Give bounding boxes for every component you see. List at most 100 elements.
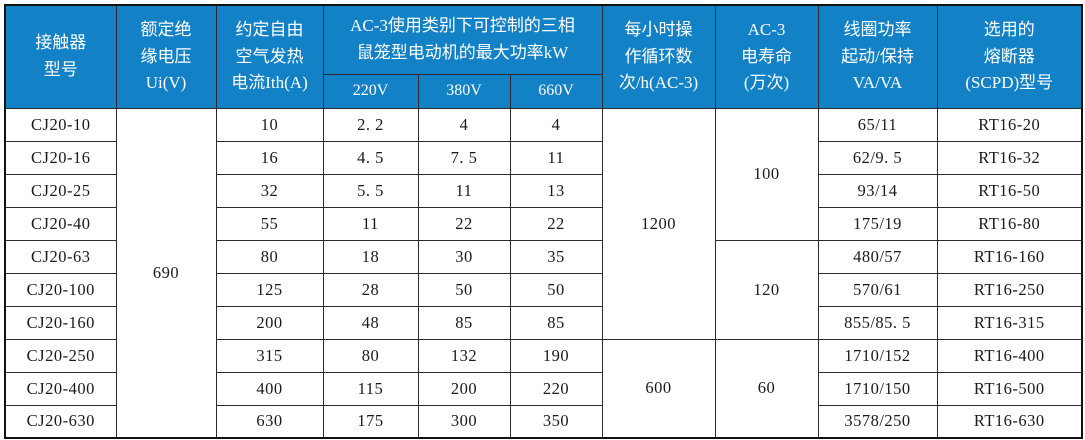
cell-model: CJ20-100 (4, 272, 117, 307)
cell-ith: 55 (215, 206, 324, 241)
cell-p220: 28 (322, 272, 419, 307)
cell-p220: 115 (322, 371, 419, 406)
cell-model: CJ20-250 (4, 338, 117, 373)
cell-ith: 125 (215, 272, 324, 307)
cell-model: CJ20-16 (4, 140, 117, 175)
cell-fuse: RT16-80 (936, 206, 1083, 241)
cell-fuse: RT16-400 (936, 338, 1083, 373)
cell-p660: 350 (509, 404, 603, 439)
cell-fuse: RT16-50 (936, 173, 1083, 208)
cell-p220: 11 (322, 206, 419, 241)
cell-p220: 4. 5 (322, 140, 419, 175)
table-row: CJ20-160 200 48 85 85 855/85. 5 RT16-315 (4, 305, 1083, 340)
cell-p380: 132 (417, 338, 511, 373)
table-row: CJ20-16 16 4. 5 7. 5 11 62/9. 5 RT16-32 (4, 140, 1083, 175)
cell-coil: 93/14 (817, 173, 938, 208)
cell-p380: 50 (417, 272, 511, 307)
table-row: CJ20-10 690 10 2. 2 4 4 1200 100 65/11 R… (4, 107, 1083, 439)
cell-coil: 65/11 (817, 107, 938, 142)
table-row: CJ20-100 125 28 50 50 570/61 RT16-250 (4, 272, 1083, 307)
header-row-1: 接触器 型号 额定绝 缘电压 Ui(V) 约定自由 空气发热 电流Ith(A) … (4, 4, 1083, 109)
cell-ith: 630 (215, 404, 324, 439)
cell-p380: 300 (417, 404, 511, 439)
header-electrical-life: AC-3 电寿命 (万次) (714, 4, 819, 109)
header-row-2: 220V 380V 660V (5, 73, 1082, 109)
table-row: CJ20-63 80 18 30 35 120 480/57 RT16-160 (4, 239, 1083, 340)
cell-coil: 62/9. 5 (817, 140, 938, 175)
table-row: CJ20-25 32 5. 5 11 13 93/14 RT16-50 (4, 173, 1083, 208)
cell-coil: 855/85. 5 (817, 305, 938, 340)
header-ac3-power-group: AC-3使用类别下可控制的三相 鼠笼型电动机的最大功率kW (322, 4, 603, 75)
cell-p380: 11 (417, 173, 511, 208)
table-row: CJ20-40 55 11 22 22 175/19 RT16-80 (4, 206, 1083, 241)
cell-ith: 315 (215, 338, 324, 373)
header-220v: 220V (322, 73, 419, 109)
cell-model: CJ20-160 (4, 305, 117, 340)
header-380v: 380V (417, 73, 511, 109)
table-header: 接触器 型号 额定绝 缘电压 Ui(V) 约定自由 空气发热 电流Ith(A) … (4, 4, 1083, 109)
cell-ith: 200 (215, 305, 324, 340)
cell-coil: 175/19 (817, 206, 938, 241)
cell-p380: 200 (417, 371, 511, 406)
cell-life-120: 120 (714, 239, 819, 340)
cell-model: CJ20-25 (4, 173, 117, 208)
contactor-spec-table: 接触器 型号 额定绝 缘电压 Ui(V) 约定自由 空气发热 电流Ith(A) … (4, 4, 1083, 439)
cell-cycles-600: 600 (601, 338, 716, 439)
table-body: CJ20-10 690 10 2. 2 4 4 1200 100 65/11 R… (4, 107, 1083, 439)
cell-fuse: RT16-250 (936, 272, 1083, 307)
cell-fuse: RT16-315 (936, 305, 1083, 340)
cell-life-60: 60 (714, 338, 819, 439)
cell-p220: 48 (322, 305, 419, 340)
cell-coil: 1710/152 (817, 338, 938, 373)
cell-fuse: RT16-160 (936, 239, 1083, 274)
cell-fuse: RT16-20 (936, 107, 1083, 142)
cell-model: CJ20-630 (4, 404, 117, 439)
cell-fuse: RT16-630 (936, 404, 1083, 439)
header-cycles-per-hour: 每小时操 作循环数 次/h(AC-3) (601, 4, 716, 109)
cell-p660: 190 (509, 338, 603, 373)
cell-fuse: RT16-32 (936, 140, 1083, 175)
cell-p220: 175 (322, 404, 419, 439)
cell-coil: 480/57 (817, 239, 938, 274)
header-fuse-type: 选用的 熔断器 (SCPD)型号 (936, 4, 1083, 109)
cell-p380: 30 (417, 239, 511, 274)
cell-coil: 1710/150 (817, 371, 938, 406)
cell-p660: 11 (509, 140, 603, 175)
cell-p660: 4 (509, 107, 603, 142)
cell-p660: 85 (509, 305, 603, 340)
cell-life-100: 100 (714, 107, 819, 241)
cell-p660: 220 (509, 371, 603, 406)
cell-p220: 18 (322, 239, 419, 274)
cell-p380: 22 (417, 206, 511, 241)
header-model: 接触器 型号 (4, 4, 117, 109)
cell-ith: 80 (215, 239, 324, 274)
cell-p660: 22 (509, 206, 603, 241)
cell-ith: 400 (215, 371, 324, 406)
cell-ui-rated: 690 (115, 107, 217, 439)
cell-ith: 10 (215, 107, 324, 142)
table-row: CJ20-400 400 115 200 220 1710/150 RT16-5… (4, 371, 1083, 406)
cell-coil: 570/61 (817, 272, 938, 307)
header-insulation-voltage: 额定绝 缘电压 Ui(V) (115, 4, 217, 109)
cell-ith: 16 (215, 140, 324, 175)
cell-ith: 32 (215, 173, 324, 208)
cell-model: CJ20-400 (4, 371, 117, 406)
cell-p380: 85 (417, 305, 511, 340)
cell-p660: 50 (509, 272, 603, 307)
table-row: CJ20-250 315 80 132 190 600 60 1710/152 … (4, 338, 1083, 439)
cell-coil: 3578/250 (817, 404, 938, 439)
cell-p220: 5. 5 (322, 173, 419, 208)
header-660v: 660V (509, 73, 603, 109)
cell-cycles-1200: 1200 (601, 107, 716, 340)
cell-p380: 4 (417, 107, 511, 142)
header-thermal-current: 约定自由 空气发热 电流Ith(A) (215, 4, 324, 109)
header-coil-power: 线圈功率 起动/保持 VA/VA (817, 4, 938, 109)
cell-p380: 7. 5 (417, 140, 511, 175)
cell-model: CJ20-10 (4, 107, 117, 142)
cell-fuse: RT16-500 (936, 371, 1083, 406)
cell-model: CJ20-63 (4, 239, 117, 274)
cell-p660: 35 (509, 239, 603, 274)
cell-model: CJ20-40 (4, 206, 117, 241)
cell-p660: 13 (509, 173, 603, 208)
